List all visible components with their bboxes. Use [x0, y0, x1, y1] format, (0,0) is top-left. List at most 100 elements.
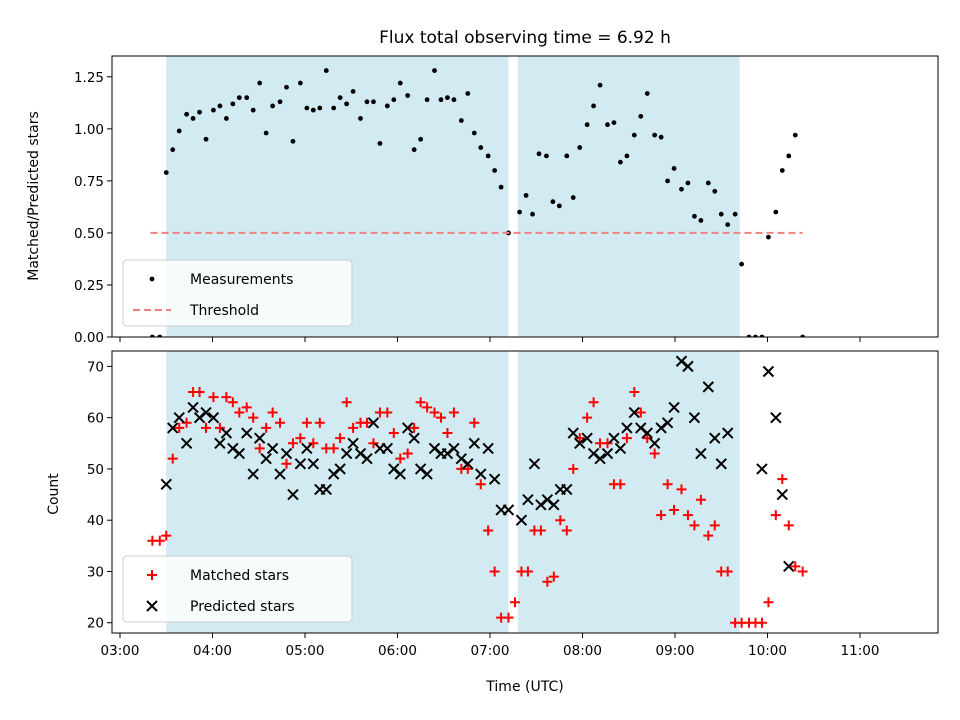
measurements-point-38 [405, 93, 411, 98]
predicted-stars-point-65 [601, 447, 614, 460]
matched-stars-point-16 [254, 443, 265, 454]
predicted-stars-point-77 [682, 360, 694, 373]
predicted-stars-point-12 [241, 427, 253, 439]
matched-stars-point-86 [722, 566, 733, 577]
predicted-stars-point-61 [574, 437, 586, 449]
predicted-stars-point-30 [361, 452, 373, 465]
predicted-stars-point-54 [528, 458, 541, 470]
measurements-point-1 [157, 334, 163, 337]
predicted-stars-point-0 [160, 478, 172, 491]
matched-stars-point-78 [669, 504, 680, 515]
matched-stars-point-83 [703, 530, 714, 541]
measurements-point-16 [257, 80, 263, 86]
measurements-point-8 [203, 136, 209, 142]
matched-stars-point-15 [248, 412, 259, 423]
matched-stars-point-32 [361, 417, 372, 428]
predicted-stars-point-43 [448, 442, 460, 455]
predicted-stars-point-1 [167, 422, 179, 434]
measurements-point-23 [304, 105, 310, 111]
matched-stars-point-54 [509, 597, 520, 608]
measurements-point-33 [371, 99, 376, 105]
top-panel: 0.00 0.25 0.50 0.75 1.00 1.25 Measurements Thre… [74, 55, 939, 346]
top-y-tick-label-2: 0.50 [74, 226, 104, 242]
predicted-stars-point-28 [347, 437, 359, 449]
bottom-legend: Matched stars Predicted stars [122, 555, 353, 623]
measurements-point-67 [605, 122, 610, 128]
measurements-point-15 [250, 107, 256, 113]
x-tick-label-4: 07:00 [471, 643, 510, 659]
measurements-point-88 [746, 334, 752, 337]
measurements-point-0 [149, 334, 155, 337]
x-tick-label-6: 09:00 [656, 643, 695, 659]
x-tick-label-5: 08:00 [563, 643, 602, 659]
predicted-stars-point-52 [515, 514, 528, 526]
predicted-stars-point-17 [274, 468, 286, 480]
predicted-stars-point-71 [641, 427, 653, 439]
matched-stars-point-1 [154, 535, 165, 546]
measurements-point-64 [584, 122, 590, 128]
matched-stars-point-45 [448, 407, 459, 418]
bottom-y-tick-label-4: 60 [87, 411, 104, 427]
predicted-stars-point-21 [301, 442, 313, 455]
measurements-point-31 [358, 116, 363, 121]
predicted-stars-point-33 [381, 442, 394, 455]
legend-matched-stars-swatch [147, 570, 157, 580]
measurements-point-7 [197, 109, 202, 115]
matched-stars-point-70 [615, 479, 626, 490]
predicted-stars-point-51 [502, 504, 515, 516]
measurements-point-34 [377, 141, 383, 146]
predicted-stars-point-45 [462, 458, 474, 470]
measurements-point-95 [792, 132, 798, 138]
measurements-point-65 [591, 103, 596, 109]
measurements-point-92 [773, 209, 779, 215]
matched-stars-point-47 [462, 463, 473, 474]
matched-stars-point-48 [469, 417, 480, 428]
matched-stars-point-43 [435, 412, 446, 423]
measurements-point-26 [323, 68, 329, 73]
predicted-stars-point-16 [266, 442, 279, 455]
predicted-stars-point-88 [783, 560, 795, 573]
predicted-stars-point-53 [522, 493, 534, 506]
measurements-point-14 [244, 95, 250, 101]
bottom-shaded-span-1 [517, 351, 740, 633]
matched-stars-point-30 [348, 422, 359, 433]
matched-stars-point-75 [649, 448, 660, 459]
predicted-stars-point-13 [247, 468, 259, 480]
bottom-y-tick-label-3: 50 [87, 462, 104, 478]
matched-stars-point-27 [328, 443, 339, 454]
matched-stars-point-64 [574, 433, 585, 444]
measurements-point-55 [523, 193, 529, 198]
matched-stars-point-68 [602, 438, 613, 449]
matched-stars-point-62 [561, 525, 572, 536]
predicted-stars-point-4 [187, 401, 199, 414]
measurements-point-83 [712, 188, 718, 194]
measurements-point-50 [485, 153, 491, 159]
measurements-point-41 [424, 97, 430, 103]
measurements-point-5 [184, 111, 190, 117]
matched-stars-point-71 [621, 433, 632, 444]
measurements-point-17 [263, 130, 269, 136]
measurements-point-25 [317, 105, 323, 111]
measurements-point-82 [705, 180, 711, 186]
bottom-y-tick-label-0: 20 [87, 616, 104, 632]
legend-matched-stars-label: Matched stars [190, 568, 289, 584]
measurements-point-18 [270, 103, 276, 109]
matched-stars-point-36 [388, 428, 399, 439]
matched-stars-point-7 [194, 387, 205, 398]
predicted-stars-point-66 [608, 432, 620, 444]
matched-stars-point-58 [535, 525, 546, 536]
measurements-point-47 [465, 91, 471, 96]
predicted-stars-point-82 [715, 458, 727, 470]
measurements-point-93 [779, 168, 785, 173]
predicted-stars-point-81 [709, 432, 721, 444]
predicted-stars-point-14 [253, 432, 266, 444]
matched-stars-point-84 [709, 520, 720, 531]
matched-stars-point-21 [287, 438, 298, 449]
measurements-point-36 [391, 97, 397, 103]
matched-stars-point-35 [382, 407, 393, 418]
measurements-point-72 [638, 113, 644, 119]
predicted-stars-point-18 [280, 447, 293, 460]
measurements-point-37 [397, 80, 403, 86]
matched-stars-point-29 [341, 397, 352, 408]
measurements-point-63 [577, 145, 583, 150]
